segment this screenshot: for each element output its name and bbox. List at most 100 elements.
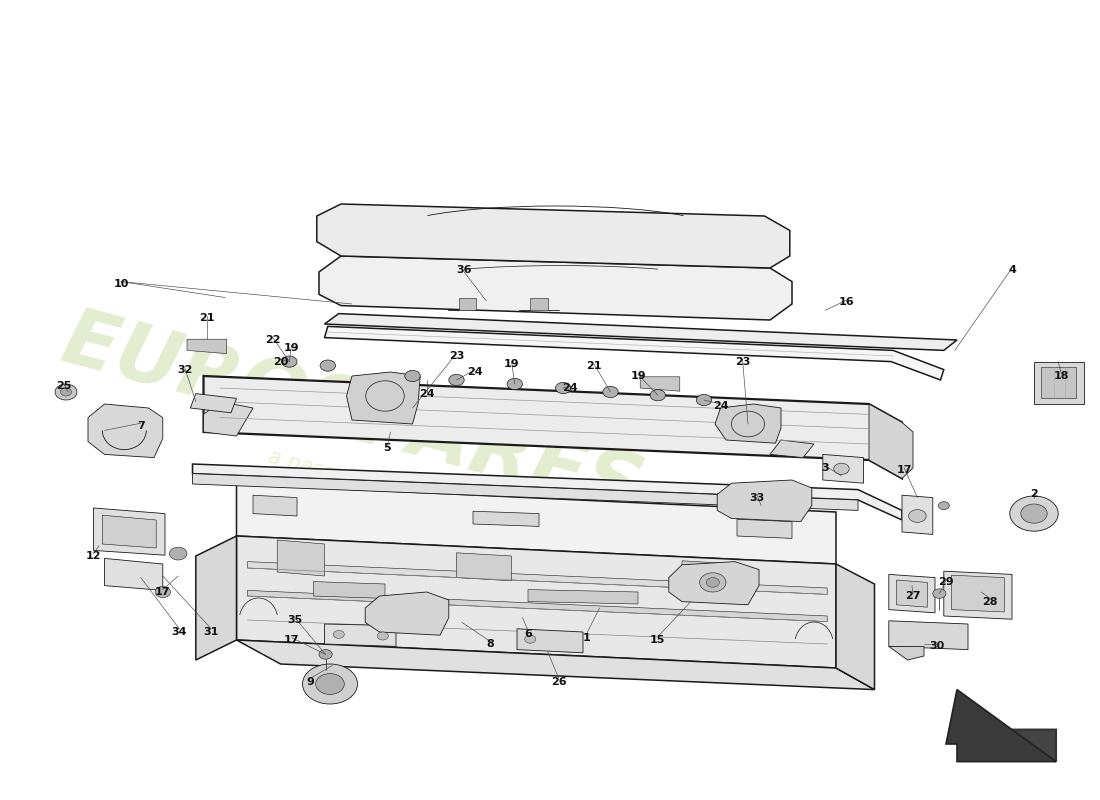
- Text: 17: 17: [155, 587, 170, 597]
- Text: 20: 20: [273, 357, 288, 366]
- Circle shape: [556, 382, 571, 394]
- Polygon shape: [317, 204, 790, 268]
- Circle shape: [507, 378, 522, 390]
- Polygon shape: [902, 495, 933, 534]
- Polygon shape: [324, 624, 396, 646]
- Circle shape: [282, 356, 297, 367]
- Polygon shape: [314, 582, 385, 598]
- Text: 17: 17: [284, 635, 299, 645]
- Polygon shape: [517, 629, 583, 653]
- Polygon shape: [770, 440, 814, 458]
- Text: 24: 24: [713, 402, 728, 411]
- Text: 7: 7: [136, 421, 145, 430]
- Polygon shape: [1034, 362, 1084, 404]
- Polygon shape: [946, 690, 1056, 762]
- Polygon shape: [104, 558, 163, 590]
- Circle shape: [333, 630, 344, 638]
- Text: 2: 2: [1030, 490, 1038, 499]
- Polygon shape: [717, 480, 812, 522]
- Polygon shape: [187, 339, 227, 354]
- Polygon shape: [190, 394, 236, 413]
- Polygon shape: [192, 464, 902, 520]
- Text: 36: 36: [456, 265, 472, 274]
- Polygon shape: [715, 404, 781, 443]
- Polygon shape: [889, 621, 968, 650]
- Polygon shape: [204, 376, 902, 478]
- Text: 6: 6: [524, 629, 532, 638]
- Text: 21: 21: [199, 314, 214, 323]
- Text: 19: 19: [504, 359, 519, 369]
- Text: 24: 24: [419, 389, 435, 398]
- Polygon shape: [836, 564, 874, 690]
- Text: 32: 32: [177, 365, 192, 374]
- Polygon shape: [365, 592, 449, 635]
- Text: 23: 23: [735, 357, 750, 366]
- Circle shape: [319, 650, 332, 659]
- Circle shape: [377, 632, 388, 640]
- Polygon shape: [640, 377, 680, 391]
- Polygon shape: [102, 515, 156, 548]
- Text: 3: 3: [822, 463, 828, 473]
- Text: EUROSPARES: EUROSPARES: [53, 301, 651, 531]
- Text: 16: 16: [839, 298, 855, 307]
- Text: 9: 9: [306, 677, 315, 686]
- Circle shape: [320, 360, 336, 371]
- Polygon shape: [277, 540, 324, 576]
- Polygon shape: [944, 571, 1012, 619]
- Text: 24: 24: [468, 367, 483, 377]
- Polygon shape: [669, 562, 759, 605]
- Circle shape: [1010, 496, 1058, 531]
- Circle shape: [603, 386, 618, 398]
- Polygon shape: [204, 402, 253, 436]
- Polygon shape: [196, 536, 236, 660]
- Text: 21: 21: [586, 362, 602, 371]
- Text: 12: 12: [86, 551, 101, 561]
- Polygon shape: [889, 646, 924, 660]
- Circle shape: [316, 674, 344, 694]
- Text: 28: 28: [982, 597, 998, 606]
- Polygon shape: [1041, 367, 1076, 398]
- Text: 34: 34: [172, 627, 187, 637]
- Polygon shape: [248, 562, 827, 594]
- Text: 1: 1: [582, 633, 591, 642]
- Text: 29: 29: [938, 578, 954, 587]
- Polygon shape: [737, 519, 792, 538]
- Polygon shape: [319, 256, 792, 320]
- Circle shape: [909, 510, 926, 522]
- Circle shape: [169, 547, 187, 560]
- Text: 4: 4: [1008, 266, 1016, 275]
- Text: 18: 18: [1054, 371, 1069, 381]
- Text: 17: 17: [896, 466, 912, 475]
- Polygon shape: [456, 553, 512, 581]
- Polygon shape: [346, 372, 420, 424]
- Circle shape: [302, 664, 358, 704]
- Polygon shape: [253, 495, 297, 516]
- Circle shape: [60, 388, 72, 396]
- Text: 10: 10: [113, 279, 129, 289]
- Text: 23: 23: [449, 351, 464, 361]
- Polygon shape: [324, 326, 944, 380]
- Circle shape: [1021, 504, 1047, 523]
- Circle shape: [933, 589, 946, 598]
- Text: 33: 33: [749, 493, 764, 502]
- Polygon shape: [682, 561, 737, 589]
- Polygon shape: [896, 580, 927, 607]
- Circle shape: [700, 573, 726, 592]
- Polygon shape: [236, 640, 875, 690]
- Polygon shape: [528, 590, 638, 604]
- Text: 35: 35: [287, 615, 303, 625]
- Text: 30: 30: [930, 642, 945, 651]
- Text: 25: 25: [56, 381, 72, 390]
- Circle shape: [405, 370, 420, 382]
- Text: a passion for parts since1965: a passion for parts since1965: [266, 446, 570, 546]
- Text: 22: 22: [265, 335, 280, 345]
- Circle shape: [155, 586, 170, 598]
- Circle shape: [449, 374, 464, 386]
- Text: 26: 26: [551, 677, 566, 686]
- Polygon shape: [236, 484, 836, 564]
- Circle shape: [55, 384, 77, 400]
- Circle shape: [938, 502, 949, 510]
- Circle shape: [650, 390, 666, 401]
- Text: 15: 15: [650, 635, 666, 645]
- Polygon shape: [823, 454, 864, 483]
